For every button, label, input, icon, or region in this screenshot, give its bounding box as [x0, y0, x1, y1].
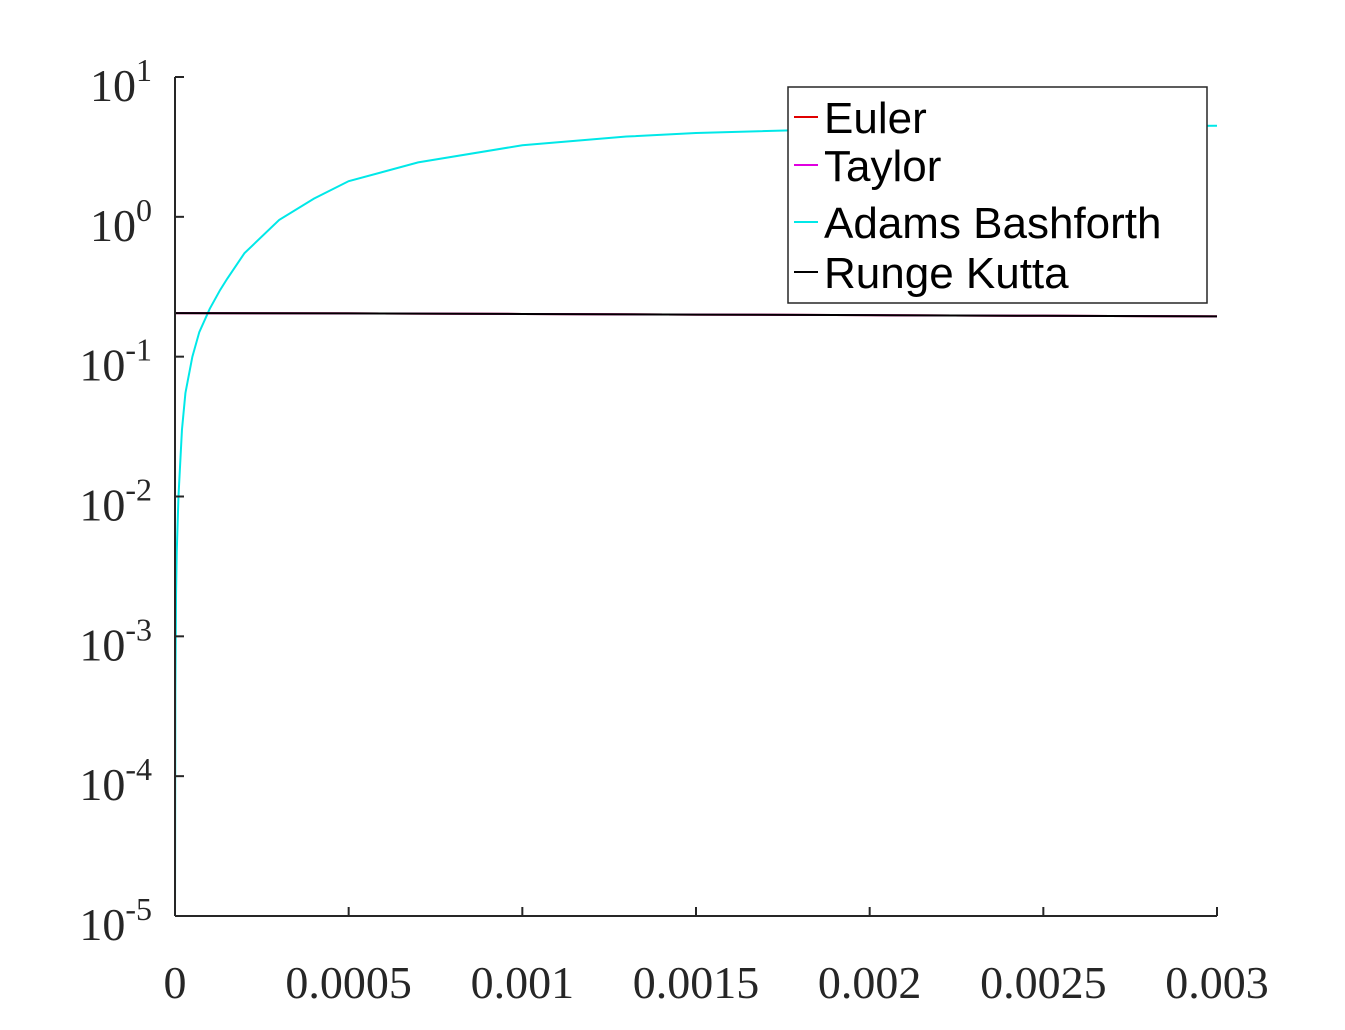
y-tick-label: 10-2 — [79, 472, 152, 531]
y-tick-label: 10-5 — [79, 891, 152, 950]
legend-label: Taylor — [824, 142, 941, 191]
x-tick-label: 0.0025 — [980, 957, 1107, 1008]
x-tick-label: 0.0015 — [633, 957, 760, 1008]
x-tick-label: 0 — [164, 957, 187, 1008]
y-ticks: 101 100 10-1 10-2 10-3 10-4 10-5 — [79, 52, 184, 950]
x-tick-label: 0.002 — [818, 957, 922, 1008]
x-ticks: 0 0.0005 0.001 0.0015 0.002 0.0025 0.003 — [164, 907, 1269, 1008]
y-tick-label: 10-3 — [79, 611, 152, 670]
series-line-adams-bashforth — [174, 124, 1218, 917]
x-tick-label: 0.001 — [471, 957, 575, 1008]
series-line-runge-kutta — [174, 312, 1218, 318]
y-tick-label: 10-1 — [79, 332, 152, 391]
legend-label: Euler — [824, 94, 927, 143]
legend-label: Adams Bashforth — [824, 199, 1162, 248]
legend-label: Runge Kutta — [824, 249, 1069, 298]
y-tick-label: 100 — [90, 192, 152, 251]
y-tick-label: 101 — [90, 52, 152, 111]
x-tick-label: 0.0005 — [285, 957, 412, 1008]
series-layer — [174, 124, 1218, 917]
x-tick-label: 0.003 — [1165, 957, 1269, 1008]
legend-box — [787, 86, 1208, 304]
y-tick-label: 10-4 — [79, 751, 152, 810]
